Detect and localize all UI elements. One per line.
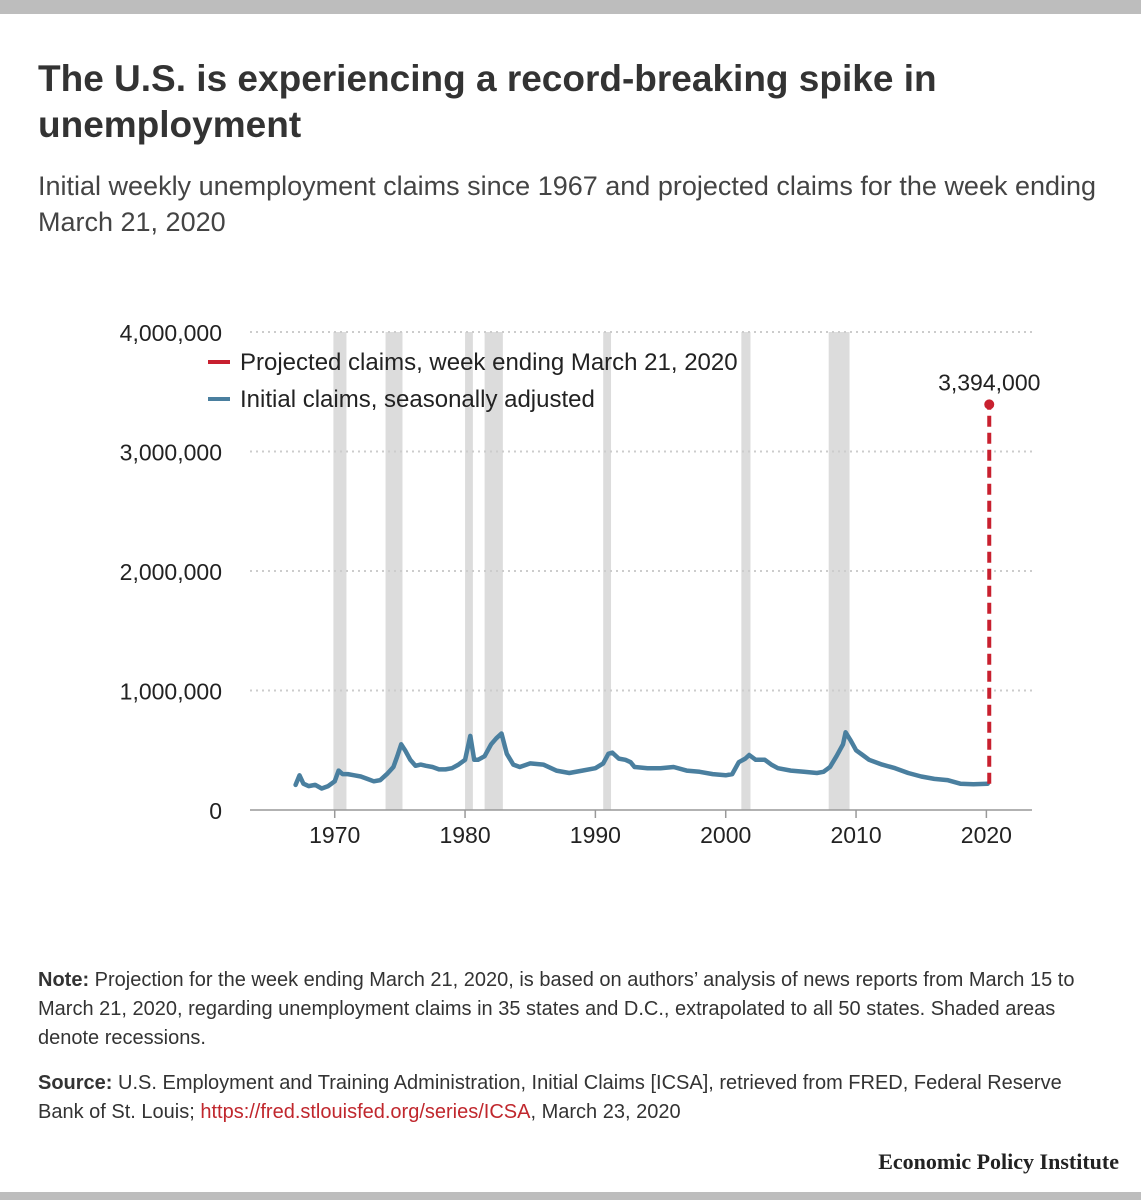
y-tick-label-3: 3,000,000: [120, 440, 222, 466]
recession-band-3: [484, 332, 503, 810]
source-tail: , March 23, 2020: [530, 1101, 681, 1123]
legend-label-1: Initial claims, seasonally adjusted: [240, 386, 595, 413]
x-tick-label-5: 2020: [961, 822, 1012, 848]
series-line-initial-claims: [293, 730, 990, 791]
projected-point: [984, 399, 995, 410]
bottom-border: [0, 1192, 1141, 1200]
x-tick-label-4: 2010: [830, 822, 881, 848]
x-tick-label-0: 1970: [309, 822, 360, 848]
legend-label-0: Projected claims, week ending March 21, …: [240, 349, 738, 376]
recession-band-0: [333, 332, 347, 810]
recession-band-2: [465, 332, 473, 810]
source-label: Source:: [38, 1072, 113, 1094]
y-tick-label-0: 0: [209, 798, 222, 824]
note-label: Note:: [38, 969, 90, 991]
x-tick-label-3: 2000: [700, 822, 751, 848]
projected-value-label: 3,394,000: [938, 369, 1040, 395]
recession-band-5: [741, 332, 751, 810]
source: Source: U.S. Employment and Training Adm…: [38, 1069, 1108, 1127]
source-link[interactable]: https://fred.stlouisfed.org/series/ICSA: [200, 1101, 531, 1123]
publisher-logo: Economic Policy Institute: [878, 1149, 1119, 1174]
y-tick-label-4: 4,000,000: [120, 320, 222, 346]
y-tick-label-1: 1,000,000: [120, 679, 222, 705]
note: Note: Projection for the week ending Mar…: [38, 966, 1108, 1053]
x-tick-label-2: 1990: [570, 822, 621, 848]
x-tick-label-1: 1980: [439, 822, 490, 848]
chart-title: The U.S. is experiencing a record-breaki…: [38, 58, 937, 145]
chart-subtitle: Initial weekly unemployment claims since…: [38, 171, 1097, 237]
recession-band-4: [603, 332, 612, 810]
source-text: U.S. Employment and Training Administrat…: [38, 1072, 1062, 1123]
chart: 0 1,000,000 2,000,000 3,000,000 4,000,000 197…: [120, 320, 1041, 848]
top-border: [0, 0, 1141, 14]
y-tick-label-2: 2,000,000: [120, 559, 222, 585]
note-text: Projection for the week ending March 21,…: [38, 969, 1075, 1049]
